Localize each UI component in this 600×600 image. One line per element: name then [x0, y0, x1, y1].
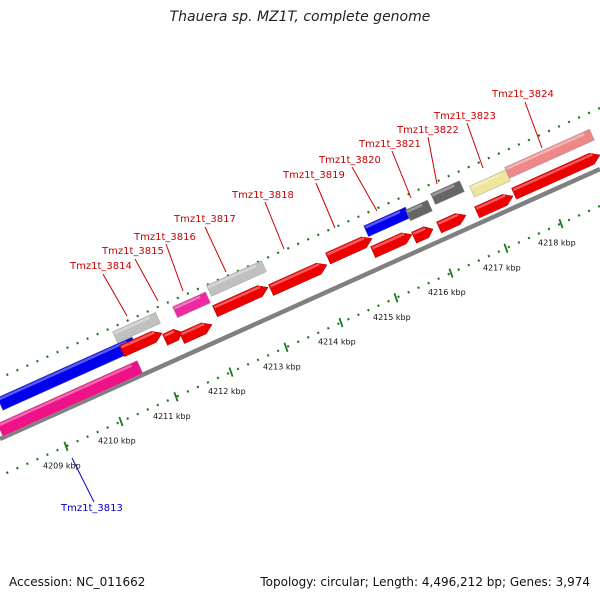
blue-gene-block — [363, 206, 411, 238]
gene-label-leader — [134, 258, 159, 302]
feature-tracks — [0, 128, 600, 437]
forward-gene-arrow — [325, 236, 373, 265]
scale-tick-label: 4209 kbp — [43, 461, 81, 470]
scale-ticks: 4209 kbp 4210 kbp 4211 kbp 4212 kbp 4213 kbp… — [43, 218, 576, 470]
genome-summary-text: Topology: circular; Length: 4,496,212 bp… — [260, 575, 590, 589]
genome-backbone — [0, 166, 600, 442]
yellow-gene-block — [469, 169, 511, 198]
gene-label-leader — [466, 122, 484, 169]
gene-label-leader — [427, 136, 438, 185]
gene-label-tmz1t_3813: Tmz1t_3813 — [60, 503, 123, 514]
forward-gene-arrow — [474, 194, 514, 219]
tick-dots-row-1 — [0, 204, 600, 478]
forward-gene-arrow — [162, 329, 183, 346]
gene-label-tmz1t_3824: Tmz1t_3824 — [491, 89, 554, 100]
forward-gene-arrow — [119, 331, 163, 357]
scale-tick-label: 4218 kbp — [538, 239, 576, 248]
forward-gene-arrow — [179, 322, 213, 344]
scale-tick-label: 4210 kbp — [98, 437, 136, 446]
gene-label-leader — [204, 226, 227, 273]
backbone-line — [0, 166, 600, 442]
forward-gene-arrow — [411, 226, 434, 244]
dotted-tick-rows — [0, 106, 600, 478]
gene-label-tmz1t_3821: Tmz1t_3821 — [358, 139, 421, 150]
scale-tick-mark — [118, 416, 124, 427]
gene-label-leader — [71, 457, 95, 503]
dark-grey-gene-block — [405, 199, 433, 222]
forward-gene-arrow — [268, 262, 328, 296]
dark-grey-gene-block — [430, 180, 465, 205]
gene-label-tmz1t_3817: Tmz1t_3817 — [173, 214, 236, 225]
map-title: Thauera sp. MZ1T, complete genome — [169, 9, 431, 25]
scale-tick-label: 4217 kbp — [483, 263, 521, 272]
gene-label-leader — [165, 243, 184, 292]
gene-label-tmz1t_3822: Tmz1t_3822 — [396, 125, 459, 136]
scale-tick-label: 4215 kbp — [373, 313, 411, 322]
gene-label-tmz1t_3815: Tmz1t_3815 — [101, 246, 164, 257]
scale-tick-mark — [393, 292, 399, 303]
scale-tick-mark — [283, 342, 289, 353]
tick-dots-row-0 — [0, 106, 600, 380]
gene-label-leader — [351, 166, 378, 212]
gene-label-leader — [524, 101, 543, 149]
gene-label-leader — [391, 150, 412, 199]
forward-gene-arrow — [370, 232, 413, 258]
gene-label-leader — [264, 201, 285, 250]
gene-label-tmz1t_3819: Tmz1t_3819 — [282, 170, 345, 181]
grey-gene-block — [206, 260, 267, 297]
gene-label-tmz1t_3820: Tmz1t_3820 — [318, 155, 381, 166]
accession-text: Accession: NC_011662 — [9, 575, 146, 589]
pink-gene-bar — [0, 360, 144, 437]
scale-tick-label: 4212 kbp — [208, 387, 246, 396]
gene-label-tmz1t_3823: Tmz1t_3823 — [433, 111, 496, 122]
scale-tick-mark — [338, 317, 344, 328]
gene-label-leader — [102, 273, 128, 317]
gene-label-tmz1t_3814: Tmz1t_3814 — [69, 261, 132, 272]
pink-gene-block — [172, 291, 211, 318]
scale-tick-mark — [173, 391, 179, 402]
gene-labels: Tmz1t_3813 Tmz1t_3814 Tmz1t_3815 Tmz1t_3816… — [60, 89, 554, 514]
scale-tick-label: 4214 kbp — [318, 338, 356, 347]
forward-gene-arrow — [212, 285, 269, 318]
forward-gene-arrow — [436, 213, 467, 234]
scale-tick-label: 4211 kbp — [153, 412, 191, 421]
light-red-gene-block — [504, 128, 595, 179]
scale-tick-mark — [558, 218, 564, 229]
forward-gene-arrow — [511, 152, 600, 200]
grey-gene-block — [112, 312, 161, 343]
scale-tick-mark — [63, 441, 69, 452]
gene-label-tmz1t_3816: Tmz1t_3816 — [133, 232, 196, 243]
scale-tick-label: 4216 kbp — [428, 288, 466, 297]
scale-tick-mark — [503, 243, 509, 254]
gene-label-leader — [315, 182, 336, 229]
gene-label-tmz1t_3818: Tmz1t_3818 — [231, 190, 294, 201]
scale-tick-mark — [448, 268, 454, 278]
scale-tick-mark — [228, 367, 234, 377]
scale-tick-label: 4213 kbp — [263, 362, 301, 371]
